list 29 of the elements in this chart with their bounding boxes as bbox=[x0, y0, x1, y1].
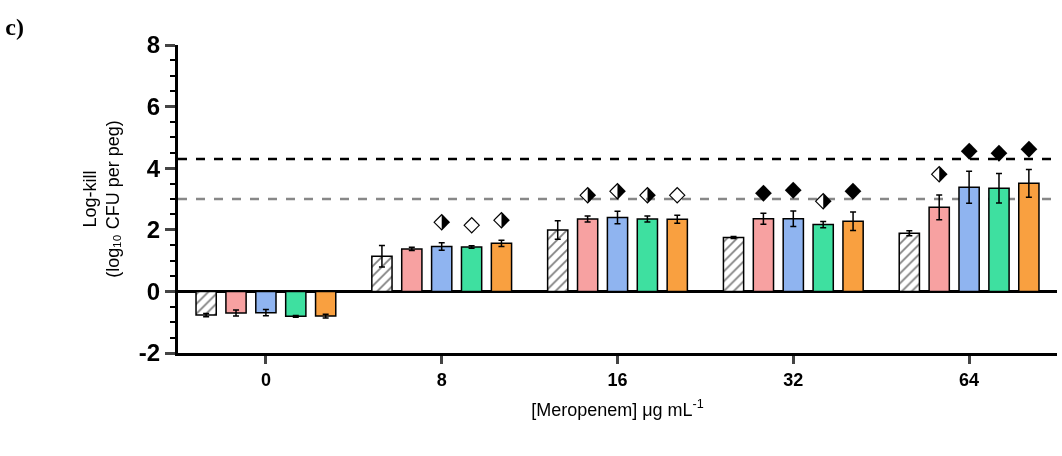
data-label: ◆ bbox=[784, 176, 802, 202]
data-label: ◇ bbox=[463, 211, 481, 237]
data-label: ⬗ bbox=[579, 181, 597, 207]
y-tick-label: 0 bbox=[146, 277, 161, 305]
data-label: ◇ bbox=[668, 180, 686, 206]
data-label: ⬗ bbox=[930, 160, 948, 186]
data-label: ◆ bbox=[754, 178, 772, 204]
data-label: ◆ bbox=[960, 136, 978, 162]
data-label: ⬗ bbox=[433, 208, 451, 234]
data-label: ◆ bbox=[844, 177, 862, 203]
data-label: ◆ bbox=[990, 138, 1008, 164]
x-tick-label: 16 bbox=[607, 369, 628, 390]
x-tick-label: 0 bbox=[260, 369, 271, 390]
data-label: ⬗ bbox=[609, 176, 627, 202]
y-tick-label: 6 bbox=[146, 93, 161, 120]
y-tick-label: 2 bbox=[146, 216, 161, 244]
y-axis-title: Log-kill (log₁₀ CFU per peg) bbox=[79, 120, 124, 278]
chart-title: c) bbox=[5, 14, 24, 41]
x-tick-label: 64 bbox=[959, 369, 980, 390]
x-tick-label: 8 bbox=[436, 369, 447, 390]
x-tick-label: 32 bbox=[783, 369, 804, 390]
x-axis-title: [Meropenem] μg mL$^{-1}$ bbox=[531, 397, 704, 420]
data-label: ⬗ bbox=[814, 186, 832, 212]
data-label: ◆ bbox=[1020, 134, 1038, 160]
y-tick-label: 4 bbox=[146, 154, 161, 182]
y-tick-label: 8 bbox=[146, 31, 161, 59]
y-tick-label: -2 bbox=[138, 339, 161, 367]
data-label: ⬗ bbox=[493, 205, 511, 231]
data-label: ⬗ bbox=[638, 181, 656, 207]
